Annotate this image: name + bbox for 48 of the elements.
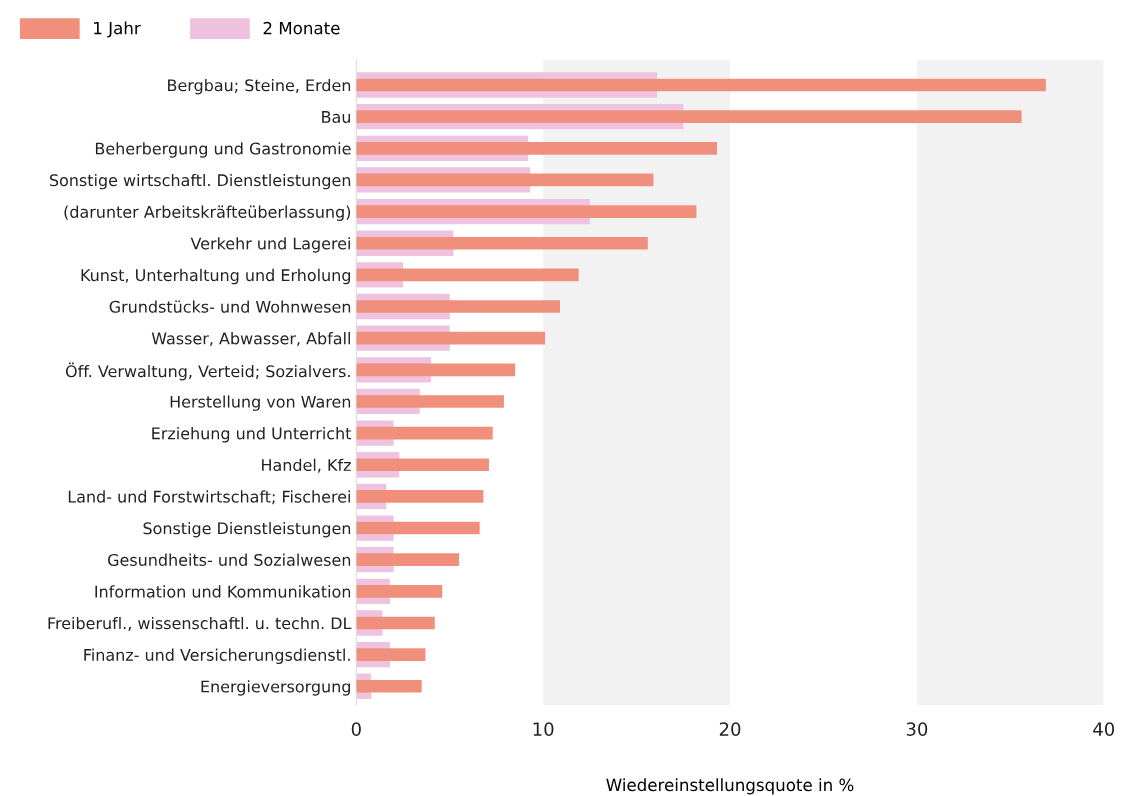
- y-tick-label: Bau: [322, 111, 350, 123]
- y-tick-label: Energieversorgung: [201, 680, 350, 696]
- bar: [356, 363, 516, 377]
- bar: [356, 141, 717, 155]
- x-axis-title: Wiedereinstellungsquote in %: [606, 778, 854, 795]
- bar: [356, 173, 654, 187]
- x-tick-label: 40: [1093, 722, 1115, 736]
- bar: [356, 331, 546, 345]
- bar: [356, 616, 435, 630]
- bar: [356, 490, 484, 503]
- bar: [356, 268, 579, 282]
- legend-label: 2 Monate: [263, 21, 340, 35]
- y-tick-label: Grundstücks- und Wohnwesen: [109, 300, 351, 313]
- legend-label: 1 Jahr: [94, 21, 141, 38]
- bar: [356, 585, 443, 598]
- bar: [356, 679, 422, 693]
- bar: [356, 426, 493, 440]
- y-tick-label: Sonstige wirtschaftl. Dienstleistungen: [49, 173, 351, 190]
- y-tick-label: Herstellung von Waren: [170, 395, 351, 411]
- y-tick-label: Gesundheits- und Sozialwesen: [108, 553, 351, 566]
- y-tick-label: (darunter Arbeitskräfteüberlassung): [64, 205, 351, 221]
- bar: [356, 553, 460, 567]
- y-tick-label: Beherbergung und Gastronomie: [95, 142, 351, 158]
- y-tick-label: Information und Kommunikation: [95, 585, 351, 598]
- y-tick-label: Land- und Forstwirtschaft; Fischerei: [68, 490, 350, 505]
- bar: [356, 110, 1022, 123]
- y-tick-label: Wasser, Abwasser, Abfall: [151, 332, 350, 347]
- y-tick-label: Kunst, Unterhaltung und Erholung: [81, 268, 351, 285]
- bar: [356, 236, 648, 250]
- y-tick-label: Bergbau; Steine, Erden: [168, 78, 351, 95]
- y-tick-label: Finanz- und Versicherungsdienstl.: [84, 648, 350, 665]
- y-tick-label: Freiberufl., wissenschaftl. u. techn. DL: [48, 616, 352, 631]
- bar: [356, 458, 489, 472]
- y-tick-label: Öff. Verwaltung, Verteid; Sozialvers.: [65, 362, 350, 381]
- bar: [356, 78, 1046, 92]
- bar: [356, 205, 697, 218]
- bar: [356, 521, 480, 535]
- bar: [356, 395, 504, 408]
- y-tick-label: Sonstige Dienstleistungen: [143, 521, 351, 538]
- x-tick-label: 0: [351, 722, 361, 736]
- x-tick-label: 10: [533, 722, 554, 736]
- bar: [356, 300, 560, 313]
- bar: [356, 648, 426, 661]
- y-tick-label: Erziehung und Unterricht: [152, 427, 352, 443]
- y-tick-label: Handel, Kfz: [262, 458, 351, 473]
- x-tick-label: 30: [906, 722, 928, 736]
- y-tick-label: Verkehr und Lagerei: [190, 237, 350, 253]
- x-tick-label: 20: [719, 722, 741, 736]
